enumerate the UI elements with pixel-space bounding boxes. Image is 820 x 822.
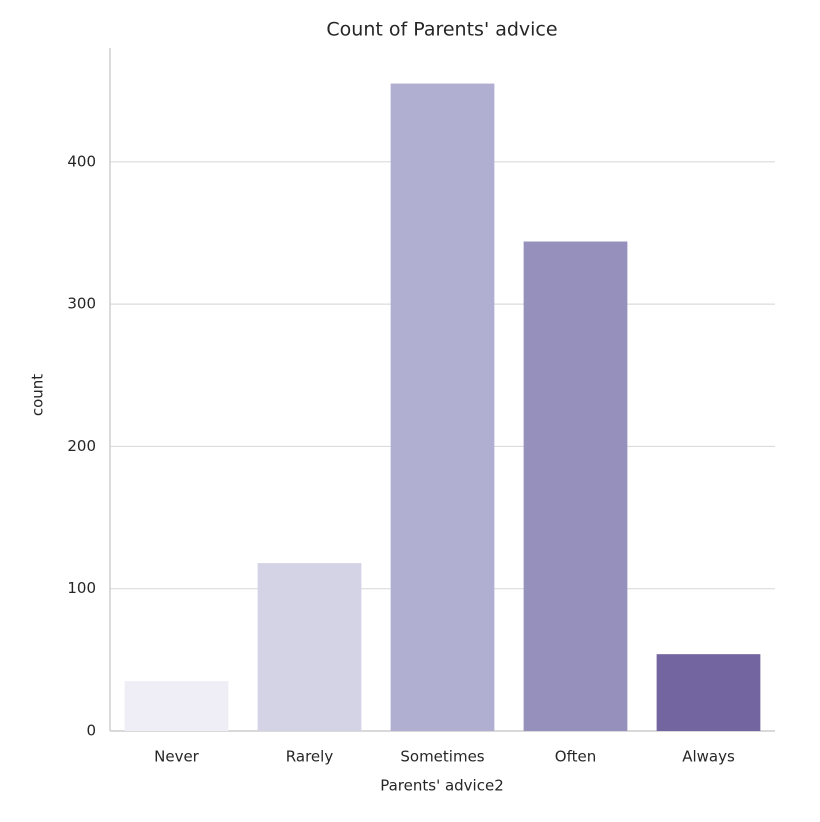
bar <box>124 681 229 731</box>
bar <box>656 654 761 731</box>
bar <box>523 241 628 731</box>
y-tick-label: 400 <box>67 152 96 170</box>
y-tick-label: 100 <box>67 579 96 597</box>
y-tick-label: 200 <box>67 437 96 455</box>
x-axis-label: Parents' advice2 <box>380 777 504 795</box>
x-tick-label: Rarely <box>286 748 334 766</box>
x-tick-label: Often <box>555 748 596 766</box>
y-tick-label: 0 <box>86 722 96 740</box>
x-tick-label: Always <box>682 748 735 766</box>
x-tick-label: Sometimes <box>400 748 484 766</box>
bar <box>257 563 362 731</box>
y-axis-label: count <box>29 374 47 416</box>
bar <box>390 83 495 731</box>
y-tick-label: 300 <box>67 295 96 313</box>
x-tick-label: Never <box>154 748 200 766</box>
chart-title: Count of Parents' advice <box>326 19 557 41</box>
